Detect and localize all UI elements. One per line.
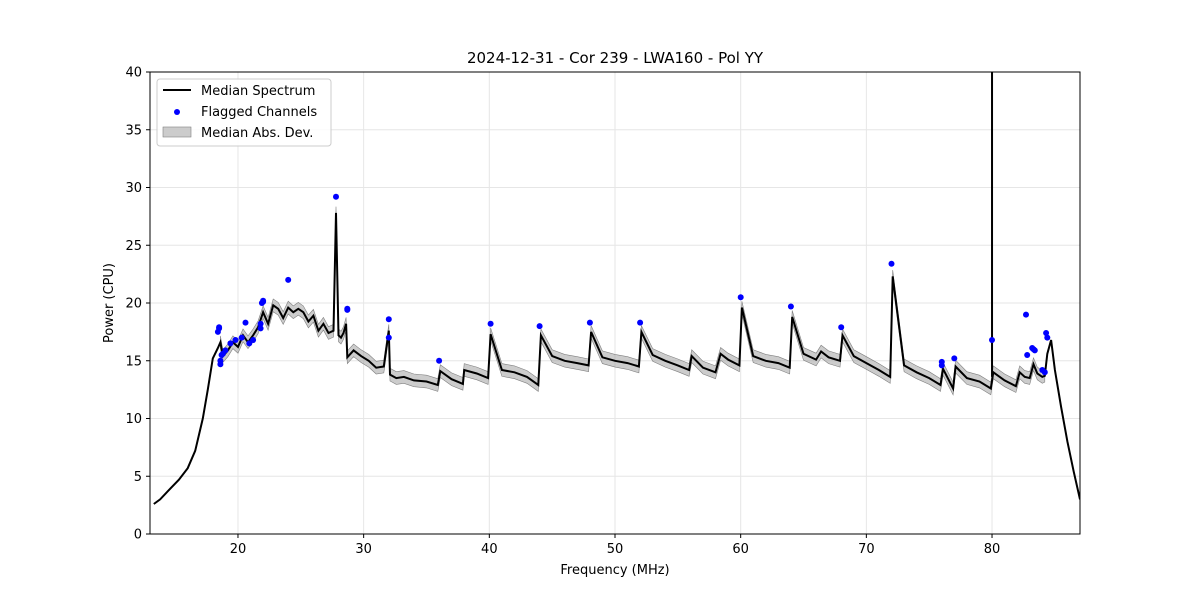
flagged-point — [333, 193, 339, 200]
flagged-point — [385, 316, 392, 323]
flagged-point — [487, 320, 494, 327]
y-tick-label-7: 35 — [125, 123, 142, 138]
legend: Median Spectrum Flagged Channels Median … — [156, 78, 332, 147]
legend-flagged-swatch — [174, 109, 180, 115]
flagged-point — [888, 260, 895, 267]
flagged-point — [838, 324, 845, 331]
flagged-point — [536, 323, 543, 330]
flagged-point — [436, 357, 443, 364]
x-tick-label-6: 80 — [984, 542, 1001, 557]
flagged-point — [250, 337, 257, 343]
y-axis-ticks: 0 5 10 15 20 25 30 35 40 — [125, 66, 150, 543]
y-tick-label-3: 15 — [125, 354, 142, 369]
chart-title: 2024-12-31 - Cor 239 - LWA160 - Pol YY — [467, 49, 764, 67]
flagged-point — [385, 334, 392, 341]
flagged-point — [216, 324, 223, 331]
flagged-point — [737, 294, 744, 301]
x-axis-label: Frequency (MHz) — [560, 563, 669, 578]
y-tick-label-0: 0 — [134, 528, 142, 543]
median-abs-dev-band — [220, 206, 1046, 396]
y-tick-label-2: 10 — [125, 412, 142, 427]
flagged-point — [586, 319, 593, 326]
flagged-point — [1023, 311, 1029, 318]
flagged-point — [344, 305, 351, 312]
flagged-point — [938, 362, 945, 369]
legend-mad-label: Median Abs. Dev. — [201, 126, 313, 141]
flagged-point — [1031, 347, 1038, 354]
legend-box — [156, 78, 332, 147]
x-tick-label-4: 60 — [732, 542, 749, 557]
y-tick-label-4: 20 — [125, 297, 142, 312]
y-axis-label: Power (CPU) — [102, 263, 117, 343]
y-tick-label-6: 30 — [125, 181, 142, 196]
flagged-point — [1044, 334, 1051, 341]
flagged-point — [285, 276, 292, 283]
flagged-point — [787, 303, 794, 310]
y-tick-label-8: 40 — [125, 66, 142, 81]
x-tick-label-0: 20 — [230, 542, 247, 557]
flagged-point — [1041, 369, 1048, 376]
legend-flagged-label: Flagged Channels — [201, 105, 317, 120]
flagged-point — [238, 334, 245, 341]
flagged-point — [257, 320, 264, 327]
x-tick-label-1: 30 — [355, 542, 372, 557]
flagged-channels-points — [214, 193, 1051, 376]
flagged-point — [217, 361, 224, 368]
flagged-point — [242, 319, 249, 326]
flagged-point — [257, 325, 264, 332]
legend-mad-swatch — [162, 126, 192, 138]
flagged-point — [232, 337, 239, 343]
y-tick-label-5: 25 — [125, 239, 142, 254]
median-spectrum-line — [153, 212, 1080, 505]
flagged-point — [1043, 330, 1050, 336]
flagged-point — [227, 340, 234, 347]
x-tick-label-5: 70 — [858, 542, 875, 557]
grid-lines — [150, 71, 1080, 535]
flagged-point — [989, 337, 995, 343]
flagged-point — [951, 355, 958, 362]
flagged-point — [222, 347, 229, 354]
x-tick-label-2: 40 — [481, 542, 498, 557]
legend-median-label: Median Spectrum — [201, 84, 315, 99]
y-tick-label-1: 5 — [134, 470, 142, 485]
x-axis-ticks: 20 30 40 50 60 70 80 — [230, 534, 1001, 557]
flagged-point — [260, 297, 267, 304]
flagged-point — [637, 319, 644, 326]
flagged-point — [1024, 352, 1031, 358]
x-tick-label-3: 50 — [607, 542, 624, 557]
